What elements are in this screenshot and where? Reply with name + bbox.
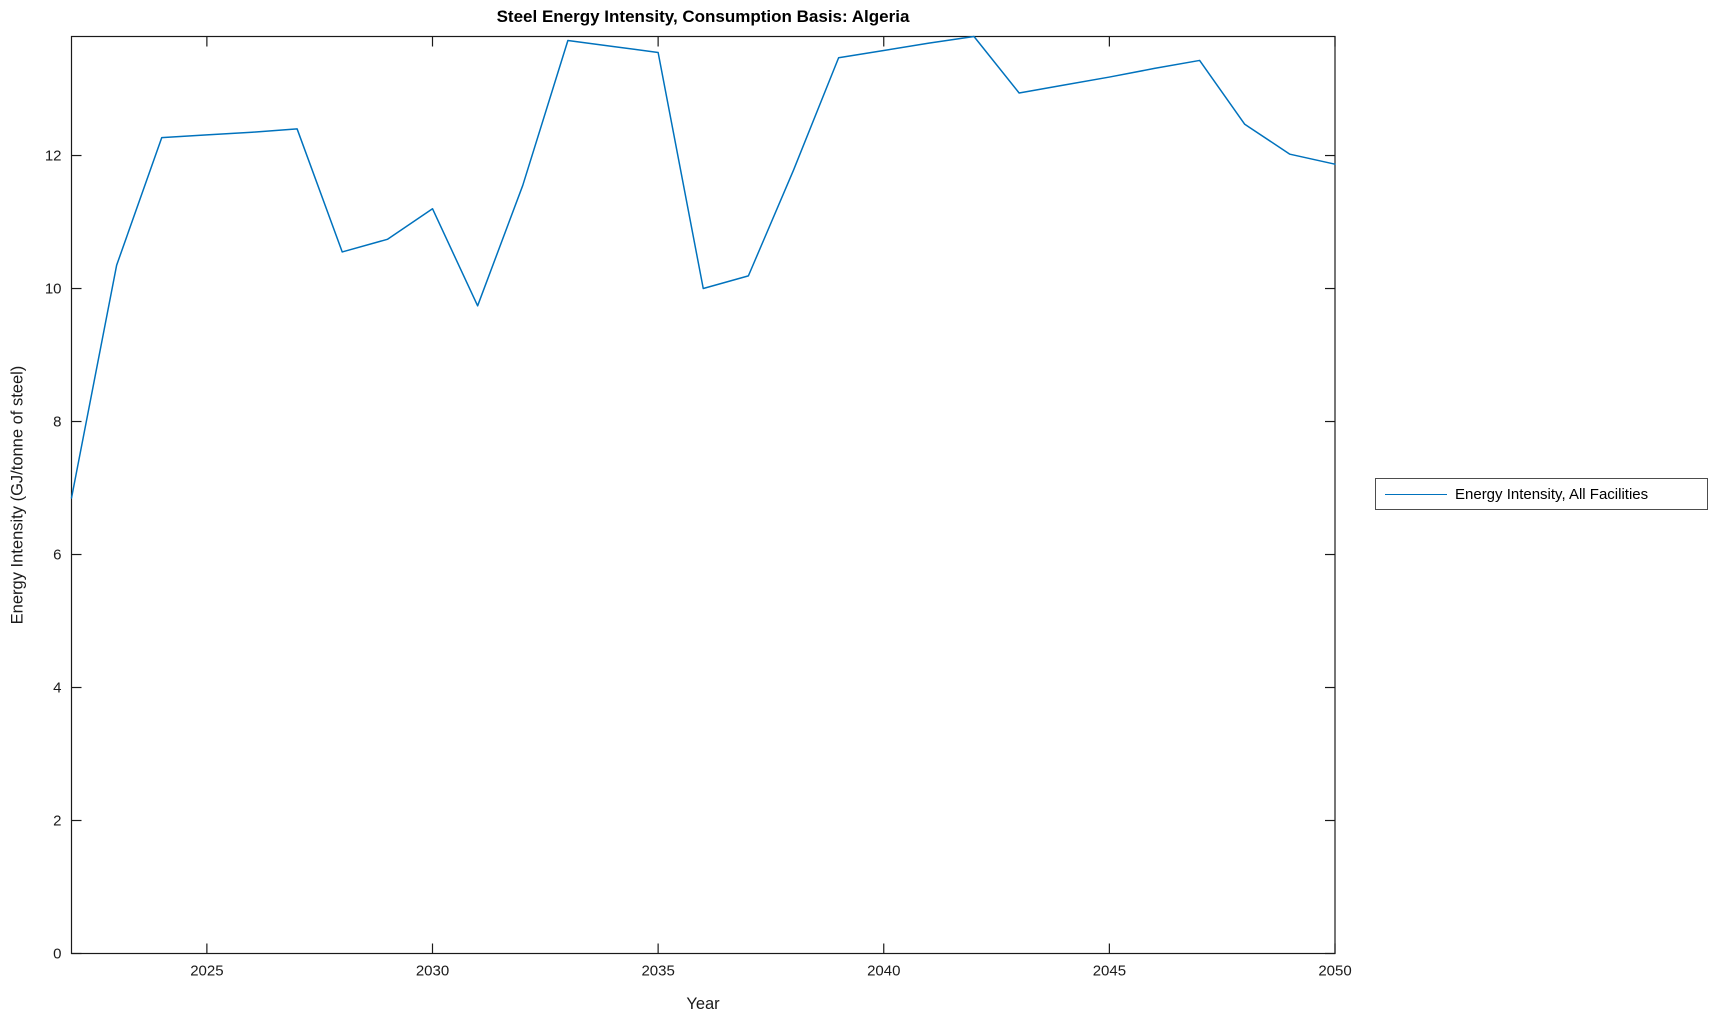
x-tick-label: 2050 [1318, 963, 1351, 980]
axes-box-outline [70, 35, 1336, 955]
x-tick-label: 2035 [641, 963, 674, 980]
legend-entry-label: Energy Intensity, All Facilities [1455, 485, 1649, 503]
x-tick-label: 2045 [1093, 963, 1126, 980]
legend: Energy Intensity, All Facilities [1375, 478, 1708, 510]
axis-tick-labels: 2025 2030 2035 2040 2045 2050 0 2 4 6 8 10 12 [45, 148, 1352, 980]
y-tick-label: 4 [53, 680, 61, 697]
legend-line-sample-icon [1385, 493, 1447, 495]
y-tick-label: 12 [45, 148, 62, 165]
x-tick-label: 2025 [190, 963, 223, 980]
series-line [70, 35, 1336, 499]
axes-box [70, 35, 1336, 955]
y-tick-label: 0 [53, 946, 61, 963]
chart-title: Steel Energy Intensity, Consumption Basi… [496, 7, 910, 26]
y-tick-label: 2 [53, 813, 61, 830]
y-tick-label: 6 [53, 547, 61, 564]
x-tick-label: 2030 [416, 963, 449, 980]
axis-ticks [71, 36, 1336, 955]
y-tick-label: 10 [45, 281, 62, 298]
data-series [70, 35, 1336, 499]
x-axis-label: Year [686, 995, 720, 1013]
x-tick-label: 2040 [867, 963, 900, 980]
y-tick-label: 8 [53, 414, 61, 431]
